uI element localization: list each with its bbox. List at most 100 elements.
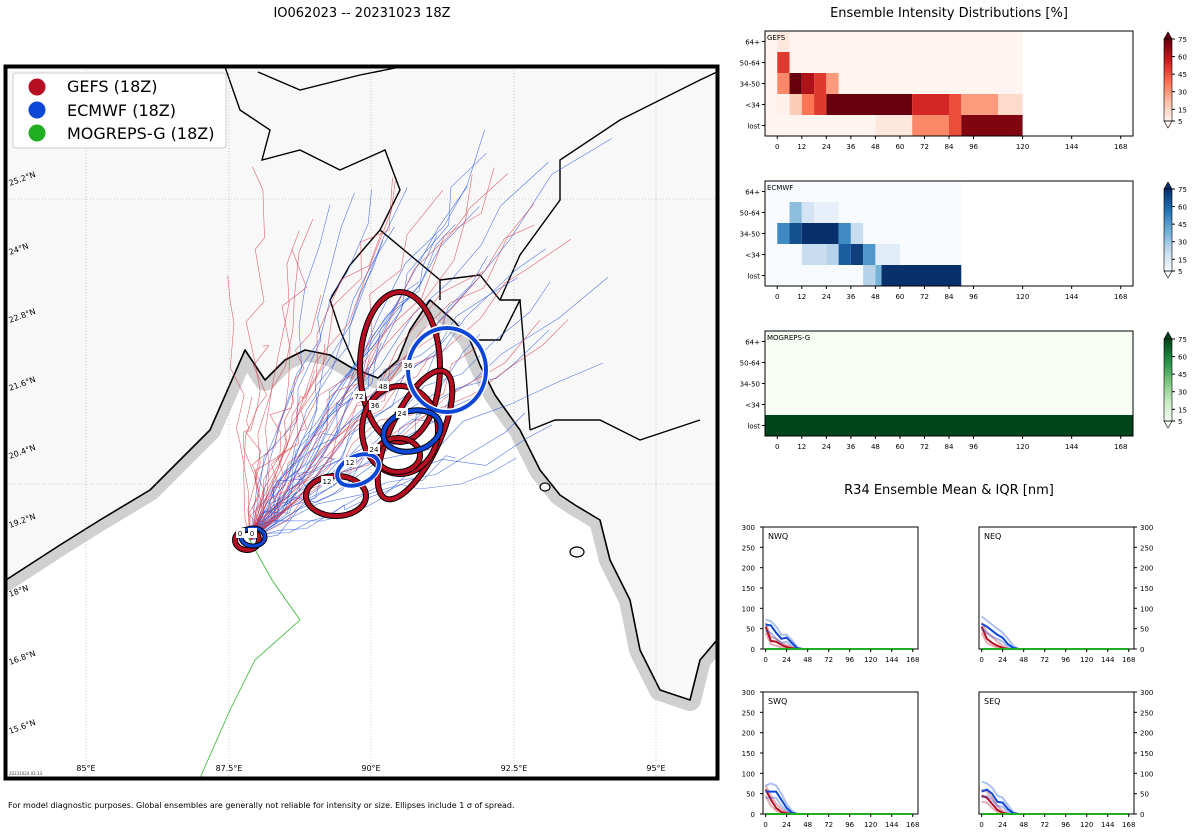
x-tick-label: 168 bbox=[906, 656, 919, 664]
gefs-label-0: 0 bbox=[248, 528, 257, 538]
legend: GEFS (18Z) ECMWF (18Z) MOGREPS-G (18Z) bbox=[12, 72, 227, 149]
x-tick-label: 12 bbox=[797, 143, 806, 151]
legend-item-mogreps: MOGREPS-G (18Z) bbox=[28, 124, 214, 143]
colorbar-tick-label: 30 bbox=[1178, 239, 1187, 247]
x-tick-label: 84 bbox=[945, 143, 954, 151]
gefs-label-36: 36 bbox=[369, 400, 381, 410]
colorbar-segment bbox=[1164, 230, 1172, 234]
colorbar-tick-label: 5 bbox=[1178, 118, 1182, 126]
colorbar-segment bbox=[1164, 352, 1172, 356]
colorbar-segment bbox=[1164, 205, 1172, 209]
colorbar-segment bbox=[1164, 377, 1172, 381]
legend-dot-gefs bbox=[28, 78, 46, 96]
colorbar-tick-label: 30 bbox=[1178, 389, 1187, 397]
colorbar-segment bbox=[1164, 194, 1172, 198]
y-tick-label: <34 bbox=[745, 102, 760, 110]
colorbar-segment bbox=[1164, 99, 1172, 103]
y-tick-label: 200 bbox=[742, 730, 755, 738]
colorbar-segment bbox=[1164, 235, 1172, 239]
heatmap-cell bbox=[850, 244, 864, 265]
x-tick-label: 120 bbox=[1080, 821, 1093, 829]
mogreps-track bbox=[199, 536, 301, 778]
y-tick-label: 300 bbox=[1140, 689, 1153, 697]
svg-text:GEFS (18Z): GEFS (18Z) bbox=[67, 77, 157, 96]
colorbar-extend-max bbox=[1163, 331, 1173, 340]
x-tick-label: 96 bbox=[1061, 821, 1070, 829]
x-tick-label: 96 bbox=[969, 143, 978, 151]
colorbar-segment bbox=[1164, 49, 1172, 54]
heatmap-cell bbox=[863, 244, 876, 265]
x-tick-label: 72 bbox=[920, 293, 929, 301]
colorbar-segment bbox=[1164, 118, 1172, 122]
colorbar-segment bbox=[1164, 251, 1172, 256]
ecmwf-label-12: 12 bbox=[344, 457, 356, 467]
colorbar-segment bbox=[1164, 52, 1172, 56]
colorbar-segment bbox=[1164, 390, 1172, 395]
ecmwf-member-track bbox=[249, 186, 468, 541]
colorbar-extend-max bbox=[1163, 181, 1173, 190]
heatmap-cell bbox=[777, 52, 790, 73]
y-tick-label: 64+ bbox=[745, 189, 760, 197]
gefs-label-48: 48 bbox=[377, 381, 389, 391]
x-tick-label: 96 bbox=[845, 821, 854, 829]
heatmap-cell bbox=[801, 94, 815, 115]
colorbar-segment bbox=[1164, 115, 1172, 119]
y-tick-label: 64+ bbox=[745, 39, 760, 47]
x-tick-label: 0 bbox=[979, 656, 983, 664]
colorbar-mogreps-g: 5 15 30 45 60 75 bbox=[1163, 331, 1187, 429]
y-tick-label: 100 bbox=[1140, 770, 1153, 778]
ecmwf-label-0: 0 bbox=[236, 528, 245, 538]
x-tick-label: 120 bbox=[1016, 443, 1029, 451]
x-tick-label: 168 bbox=[1122, 656, 1135, 664]
ecmwf-member-track bbox=[249, 224, 456, 541]
y-tick-label: 34-50 bbox=[740, 381, 760, 389]
y-tick-label: 50-64 bbox=[740, 360, 761, 368]
colorbar-tick-label: 45 bbox=[1178, 371, 1187, 379]
colorbar-segment bbox=[1164, 60, 1172, 65]
x-tick-label: 120 bbox=[1016, 143, 1029, 151]
colorbar-segment bbox=[1164, 240, 1172, 245]
x-tick-label: 72 bbox=[1040, 821, 1049, 829]
colorbar-segment bbox=[1164, 71, 1172, 76]
x-tick-label: 48 bbox=[871, 143, 880, 151]
heatmap-panel-name: ECMWF bbox=[767, 184, 793, 192]
y-tick-label: 150 bbox=[742, 750, 755, 758]
x-tick-label: 168 bbox=[1122, 821, 1135, 829]
colorbar-tick-label: 5 bbox=[1178, 268, 1182, 276]
colorbar-tick-label: 5 bbox=[1178, 418, 1182, 426]
y-tick-label: <34 bbox=[745, 252, 760, 260]
x-tick-label: 144 bbox=[1101, 821, 1115, 829]
x-tick-label: 144 bbox=[885, 656, 899, 664]
x-tick-label: 84 bbox=[945, 293, 954, 301]
x-tick-label: 144 bbox=[1065, 143, 1079, 151]
y-tick-label: 50-64 bbox=[740, 60, 761, 68]
r34-panel-name: NWQ bbox=[768, 532, 788, 541]
x-tick-label: 24 bbox=[998, 656, 1007, 664]
track-map: 72 48 36 24 12 0 36 24 12 0 25.2°N 24°N … bbox=[3, 64, 720, 781]
colorbar-segment bbox=[1164, 366, 1172, 370]
gefs-member-track bbox=[249, 173, 508, 541]
legend-item-gefs: GEFS (18Z) bbox=[28, 77, 157, 96]
intensity-heatmaps: GEFS lost <34 34-50 50-64 64+ 0 12 24 36 48 60 72 84 9… bbox=[740, 30, 1187, 451]
heatmap-panel-name: GEFS bbox=[767, 34, 786, 42]
gefs-member-track bbox=[249, 295, 322, 541]
colorbar-segment bbox=[1164, 388, 1172, 392]
x-tick-label: 168 bbox=[1114, 443, 1127, 451]
heatmap-cell bbox=[875, 265, 882, 286]
colorbar-segment bbox=[1164, 189, 1172, 193]
colorbar-segment bbox=[1164, 249, 1172, 253]
lon-label: 92.5°E bbox=[501, 764, 528, 773]
gefs-member-track bbox=[249, 174, 473, 541]
x-tick-label: 36 bbox=[846, 143, 855, 151]
y-tick-label: 0 bbox=[1140, 811, 1144, 819]
ecmwf-member-track bbox=[249, 189, 372, 541]
r34-title: R34 Ensemble Mean & IQR [nm] bbox=[844, 483, 1054, 498]
lon-label: 85°E bbox=[76, 764, 95, 773]
x-tick-label: 96 bbox=[845, 656, 854, 664]
heatmap-cell bbox=[801, 223, 839, 244]
x-tick-label: 0 bbox=[775, 143, 779, 151]
lon-label: 87.5°E bbox=[216, 764, 243, 773]
heatmap-cell bbox=[777, 223, 790, 244]
colorbar-tick-label: 75 bbox=[1178, 186, 1187, 194]
y-tick-label: 0 bbox=[1140, 646, 1144, 654]
